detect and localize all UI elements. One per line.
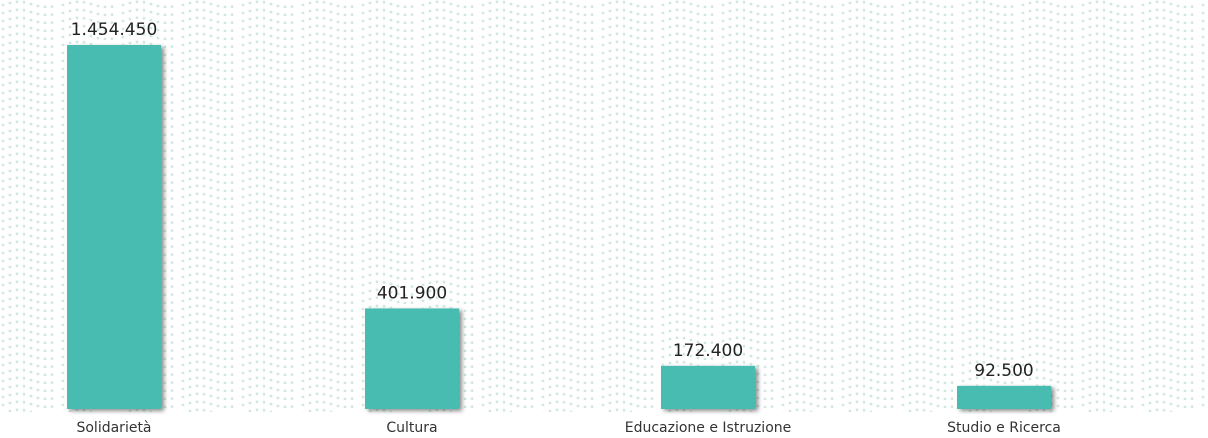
value-label-3: 172.400: [673, 341, 743, 361]
labels-layer: 1.454.450 Solidarietà 401.900 Cultura 172.40…: [71, 20, 1061, 436]
bar-4: [957, 385, 1051, 409]
value-label-4: 92.500: [974, 361, 1033, 381]
category-label-1: Solidarietà: [76, 420, 151, 436]
category-label-3: Educazione e Istruzione: [625, 420, 792, 436]
value-label-2: 401.900: [377, 283, 447, 303]
bars-layer: [67, 45, 1051, 409]
bar-2: [365, 308, 459, 409]
category-label-4: Studio e Ricerca: [947, 420, 1061, 436]
bar-1: [67, 45, 161, 409]
value-label-1: 1.454.450: [71, 20, 158, 40]
patterned-background: [0, 0, 1208, 412]
bar-3: [661, 365, 755, 409]
category-label-2: Cultura: [386, 420, 437, 436]
